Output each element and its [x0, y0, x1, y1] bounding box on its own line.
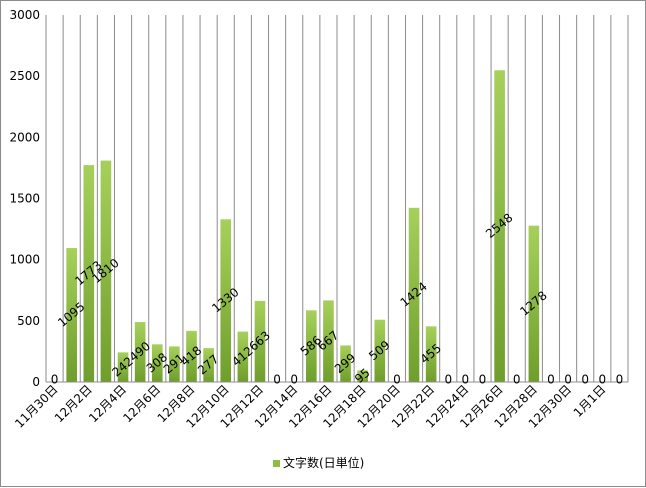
data-label: 95 — [352, 366, 373, 387]
bar — [494, 70, 505, 382]
legend-label: 文字数(日単位) — [283, 455, 364, 470]
bar — [340, 345, 351, 382]
bar — [357, 370, 368, 382]
x-tick-label: 1月1日 — [571, 382, 609, 420]
y-tick-label: 1500 — [9, 192, 40, 206]
bar — [169, 346, 180, 382]
bar — [306, 310, 317, 382]
data-label: 0 — [273, 373, 281, 387]
data-label: 0 — [462, 373, 470, 387]
legend: 文字数(日単位) — [273, 455, 364, 470]
bar — [408, 207, 420, 382]
bar — [117, 352, 129, 382]
bar — [237, 331, 249, 382]
bar — [425, 326, 437, 382]
y-tick-labels: 0 500 1000 1500 2000 2500 3000 — [9, 8, 40, 389]
data-label: 0 — [599, 373, 607, 387]
bar — [528, 225, 540, 382]
y-tick-label: 2500 — [9, 69, 40, 83]
bar — [186, 330, 197, 382]
y-tick-label: 500 — [17, 314, 40, 328]
axes — [45, 15, 628, 383]
bar — [134, 322, 146, 382]
data-label: 0 — [564, 373, 572, 387]
bar — [100, 160, 112, 382]
data-label: 0 — [393, 373, 401, 387]
data-label: 0 — [616, 373, 624, 387]
y-tick-label: 0 — [32, 375, 40, 389]
y-tick-label: 3000 — [9, 8, 40, 22]
bar — [323, 300, 334, 382]
bar — [203, 348, 214, 382]
bar — [254, 300, 266, 382]
bar — [374, 319, 386, 382]
data-label: 0 — [547, 373, 555, 387]
y-tick-label: 2000 — [9, 130, 40, 144]
data-label: 0 — [51, 373, 59, 387]
data-label: 0 — [479, 373, 487, 387]
data-label: 0 — [513, 373, 521, 387]
data-label: 0 — [581, 373, 589, 387]
x-tick-labels: 11月30日12月2日12月4日12月6日12月8日12月10日12月12日12… — [12, 382, 608, 430]
bar — [151, 344, 163, 382]
bar — [220, 219, 232, 382]
y-tick-label: 1000 — [9, 253, 40, 267]
x-tick-label: 11月30日 — [12, 382, 60, 430]
grid-lines — [45, 15, 629, 382]
data-label: 0 — [290, 373, 298, 387]
legend-swatch — [273, 460, 280, 467]
bar — [66, 248, 77, 382]
bar — [83, 165, 95, 382]
data-label: 0 — [444, 373, 452, 387]
bars — [66, 70, 540, 382]
